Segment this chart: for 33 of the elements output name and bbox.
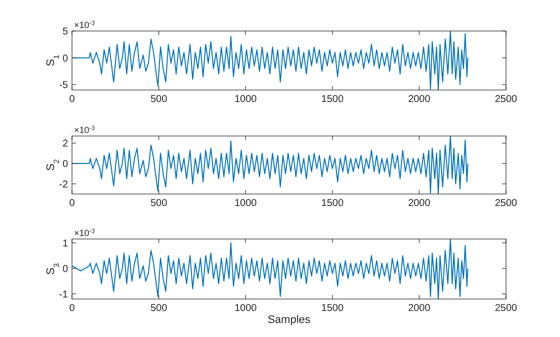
x-tick-label: 1500 [321,303,344,314]
x-tick-label: 2000 [408,198,431,209]
y-tick-label: -2 [59,179,68,190]
y-tick-label: -5 [59,80,68,92]
x-tick-label: 1000 [234,303,258,314]
y-tick-label: -1 [59,289,68,300]
x-tick-label: 0 [69,198,76,209]
x-tick-label: 1500 [321,198,344,209]
x-axis-title: Samples [268,314,311,326]
line-series [72,31,468,90]
x-tick-label: 2500 [494,94,518,105]
x-tick-label: 0 [69,94,76,105]
x-tick-label: 1000 [234,94,258,105]
y-tick-label: 5 [62,26,68,38]
text: ×10$^{-3}$ [74,20,96,30]
x-tick-label: 500 [150,303,168,314]
y-tick-label: 0 [62,158,68,170]
x-tick-label: 1000 [234,198,258,209]
x-tick-label: 2000 [408,94,431,105]
x-tick-label: 2000 [408,303,431,314]
y-tick-label: 1 [62,238,68,250]
x-tick-label: 500 [150,198,168,209]
x-tick-label: 0 [69,303,76,314]
text: ×10$^{-3}$ [74,228,96,238]
x-tick-label: 1500 [321,94,344,105]
x-tick-label: 2500 [494,303,518,314]
x-tick-label: 2500 [494,198,518,209]
text: ×10$^{-3}$ [74,124,96,135]
y-tick-label: 0 [62,53,68,64]
y-tick-label: 2 [62,138,68,150]
y-tick-label: 0 [62,264,68,275]
line-series [72,239,468,299]
x-tick-label: 500 [150,94,168,105]
